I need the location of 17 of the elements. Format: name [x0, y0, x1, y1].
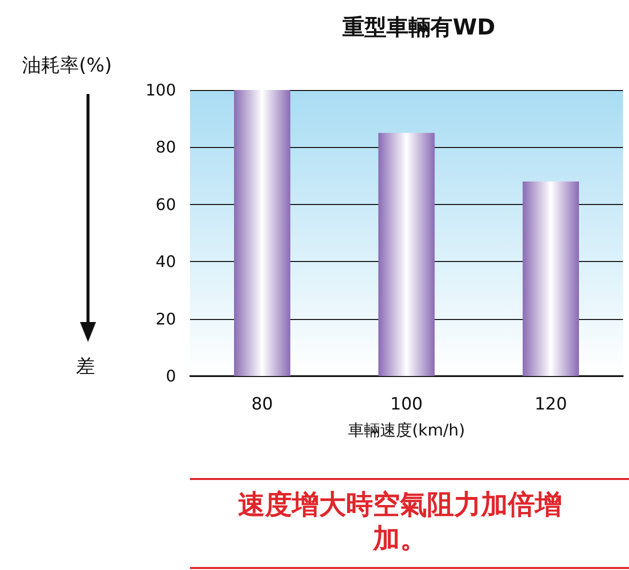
y-tick-label: 20: [156, 309, 176, 328]
chart-title: 重型車輛有WD: [342, 16, 496, 40]
x-tick-label: 120: [534, 394, 568, 414]
bar: [234, 90, 290, 376]
x-tick-label: 80: [251, 394, 273, 414]
y-tick-label: 0: [166, 366, 176, 386]
y-tick-label: 40: [156, 252, 176, 272]
bar: [522, 182, 579, 376]
text: 速度增大時空氣阻力加倍增加。: [238, 490, 562, 554]
y-axis-title: 油耗率(%): [22, 54, 112, 76]
text: 差: [76, 356, 95, 378]
y-tick-label: 60: [156, 194, 176, 214]
y-tick-label: 80: [156, 138, 176, 157]
x-tick-label: 100: [390, 394, 423, 414]
bar: [378, 132, 435, 376]
x-axis-title: 車輛速度(km/h): [348, 420, 465, 440]
y-tick-label: 100: [145, 80, 176, 100]
